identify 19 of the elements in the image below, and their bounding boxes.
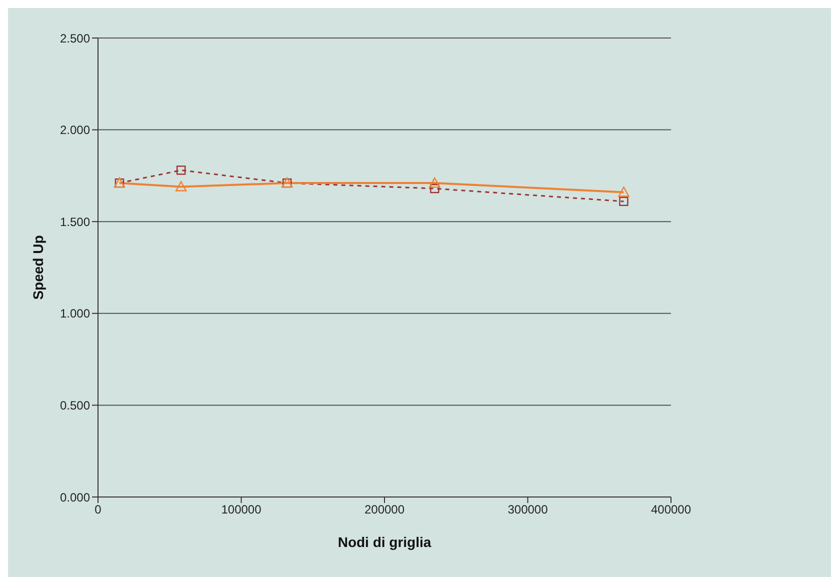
y-tick-label: 1.000 bbox=[60, 306, 90, 321]
y-tick-label: 2.000 bbox=[60, 123, 90, 138]
point bbox=[430, 184, 440, 194]
point bbox=[429, 177, 440, 188]
x-axis-title: Nodi di griglia bbox=[338, 534, 432, 550]
point bbox=[619, 196, 628, 206]
x-tick-label: 400000 bbox=[650, 502, 692, 517]
y-axis-title: Speed Up bbox=[30, 235, 46, 300]
x-tick-label: 0 bbox=[94, 502, 102, 517]
y-tick-label: 2.500 bbox=[60, 31, 90, 46]
x-tick-label: 300000 bbox=[508, 502, 548, 517]
point bbox=[175, 181, 187, 192]
y-tick-label: 0.500 bbox=[60, 398, 90, 412]
x-tick-label: 200000 bbox=[364, 502, 405, 517]
point bbox=[618, 186, 630, 197]
point bbox=[176, 166, 186, 175]
y-tick-label: 1.500 bbox=[60, 214, 90, 229]
x-tick-label: 100000 bbox=[221, 502, 262, 517]
y-tick-label: 0.000 bbox=[60, 490, 90, 504]
